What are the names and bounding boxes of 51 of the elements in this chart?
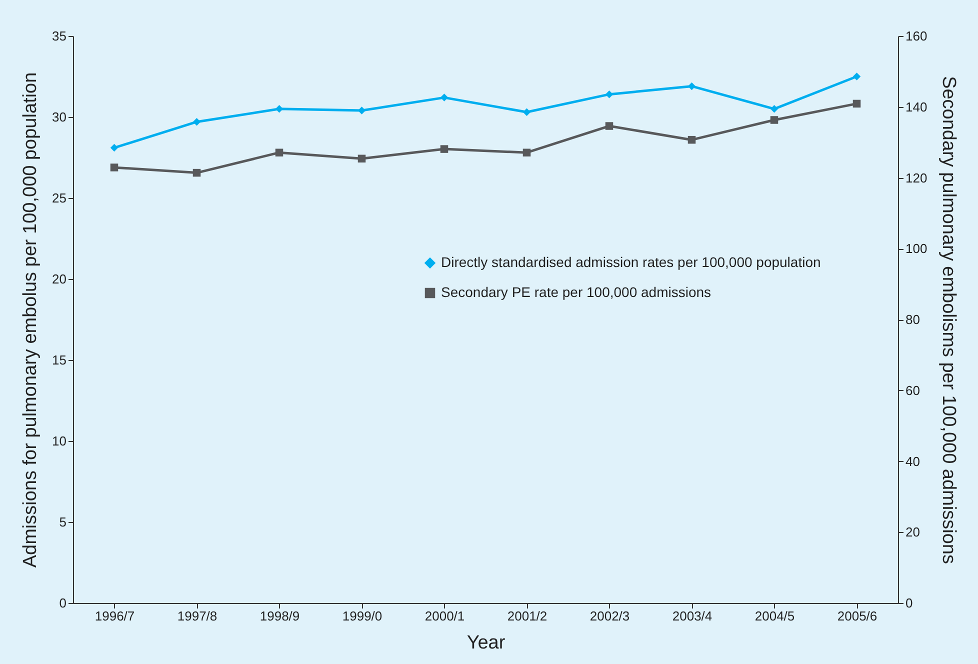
x-tick-label: 1999/0 — [342, 608, 382, 624]
y2-tick-label: 140 — [906, 99, 928, 114]
point — [275, 148, 284, 156]
point — [358, 154, 366, 162]
y2-tick-label: 100 — [906, 241, 928, 256]
x-tick-label: 1996/7 — [94, 608, 135, 624]
point — [522, 148, 531, 156]
y-tick-label: 25 — [52, 190, 66, 206]
y2-tick-label: 60 — [906, 382, 920, 398]
point — [852, 100, 861, 108]
y-tick-label: 15 — [52, 352, 66, 368]
legend-label: Secondary PE rate per 100,000 admissions — [441, 284, 712, 300]
point — [688, 82, 696, 90]
point — [688, 136, 696, 144]
y2-tick-label: 40 — [906, 454, 920, 469]
y2-tick-label: 120 — [906, 170, 928, 186]
point — [852, 72, 861, 80]
y-tick-label: 0 — [59, 596, 66, 610]
point — [440, 145, 448, 153]
x-tick-label: 2001/2 — [507, 608, 548, 624]
x-tick-label: 2005/6 — [837, 608, 878, 624]
y-axis-title: Admissions for pulmonary embolus per 100,000 population — [20, 72, 42, 568]
x-tick-label: 2003/4 — [672, 608, 712, 624]
y2-tick-label: 80 — [906, 312, 920, 327]
point — [440, 94, 448, 102]
point — [192, 118, 201, 126]
y-tick-label: 5 — [59, 514, 66, 530]
point — [192, 168, 201, 177]
x-tick-label: 2000/1 — [424, 608, 465, 624]
point — [605, 90, 614, 98]
x-tick-label: 2002/3 — [590, 608, 630, 624]
y-tick-label: 20 — [52, 272, 66, 286]
y-tick-label: 35 — [52, 28, 66, 44]
point — [770, 116, 778, 124]
x-tick-label: 1998/9 — [260, 608, 300, 624]
y2-axis-title: Secondary pulmonary embolisms per 100,000 admissions — [938, 76, 960, 564]
point — [110, 164, 118, 172]
x-tick-label: 2004/5 — [754, 608, 795, 624]
point — [275, 105, 284, 113]
x-tick-label: 1997/8 — [177, 608, 218, 624]
point — [110, 144, 118, 152]
x-axis-title: Year — [466, 632, 506, 654]
y2-tick-label: 160 — [906, 28, 928, 44]
y-tick-label: 30 — [52, 110, 66, 124]
y2-tick-label: 0 — [906, 596, 913, 610]
legend-label: Directly standardised admission rates per 100,000 population — [441, 254, 821, 270]
y-tick-label: 10 — [52, 434, 66, 448]
point — [605, 122, 614, 130]
y2-tick-label: 20 — [906, 524, 920, 540]
point — [522, 108, 531, 116]
point — [770, 105, 778, 113]
